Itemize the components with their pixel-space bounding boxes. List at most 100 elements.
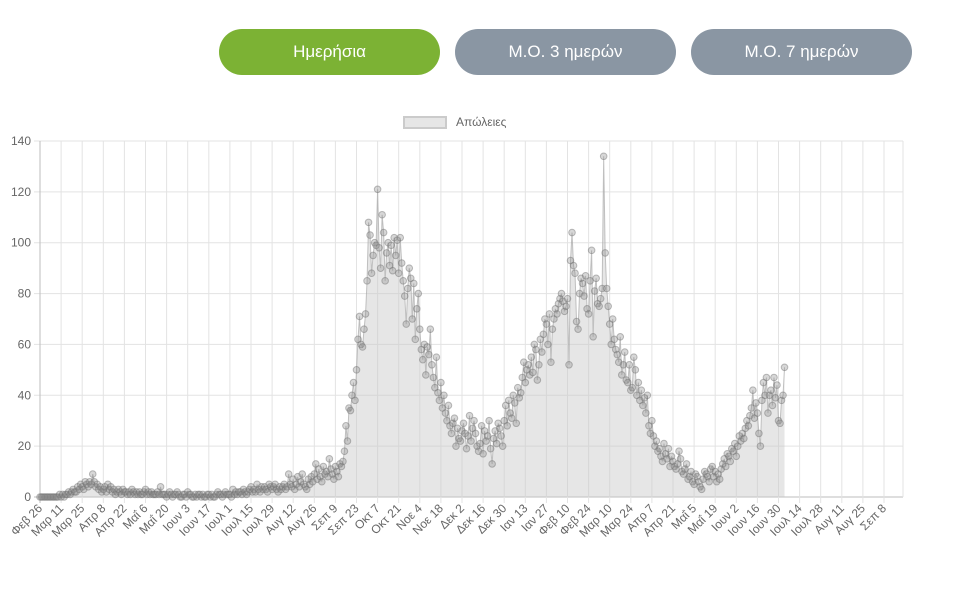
data-point[interactable] <box>729 447 738 456</box>
data-point[interactable] <box>661 449 670 458</box>
data-point[interactable] <box>658 457 667 466</box>
data-point[interactable] <box>414 289 423 298</box>
data-point[interactable] <box>76 480 85 489</box>
data-point[interactable] <box>477 422 486 430</box>
data-point[interactable] <box>557 289 566 298</box>
data-point[interactable] <box>379 228 388 237</box>
data-point[interactable] <box>370 238 379 247</box>
data-point[interactable] <box>102 488 111 496</box>
data-point[interactable] <box>768 401 777 410</box>
data-point[interactable] <box>316 472 325 481</box>
data-point[interactable] <box>131 490 139 499</box>
data-point[interactable] <box>235 488 243 496</box>
data-point[interactable] <box>681 465 689 473</box>
data-point[interactable] <box>471 429 480 438</box>
data-point[interactable] <box>376 264 385 272</box>
data-point[interactable] <box>393 236 401 244</box>
data-point[interactable] <box>417 345 426 354</box>
data-point[interactable] <box>250 485 258 494</box>
data-point[interactable] <box>676 455 685 463</box>
data-point[interactable] <box>173 488 181 496</box>
data-point[interactable] <box>135 488 144 496</box>
data-point[interactable] <box>409 279 418 288</box>
data-point[interactable] <box>201 493 210 501</box>
data-point[interactable] <box>479 449 487 458</box>
data-point[interactable] <box>434 388 442 397</box>
data-point[interactable] <box>99 485 108 494</box>
data-point[interactable] <box>643 391 652 400</box>
data-point[interactable] <box>703 472 712 481</box>
data-point[interactable] <box>532 345 540 354</box>
data-point[interactable] <box>675 447 683 456</box>
data-point[interactable] <box>503 422 512 430</box>
data-point[interactable] <box>715 475 724 484</box>
data-point[interactable] <box>651 442 659 450</box>
data-point[interactable] <box>422 371 430 379</box>
data-point[interactable] <box>779 391 787 400</box>
data-point[interactable] <box>58 490 67 499</box>
data-point[interactable] <box>158 490 166 499</box>
data-point[interactable] <box>697 485 706 494</box>
data-point[interactable] <box>81 477 90 486</box>
data-point[interactable] <box>327 465 335 473</box>
data-point[interactable] <box>161 490 169 499</box>
data-point[interactable] <box>771 394 780 402</box>
data-point[interactable] <box>290 485 299 494</box>
data-point[interactable] <box>574 325 582 333</box>
data-point[interactable] <box>550 315 558 323</box>
data-point[interactable] <box>438 404 447 412</box>
data-point[interactable] <box>266 483 275 491</box>
data-point[interactable] <box>523 366 531 374</box>
data-point[interactable] <box>657 452 665 461</box>
data-point[interactable] <box>750 414 759 422</box>
data-point[interactable] <box>527 353 536 361</box>
data-point[interactable] <box>269 483 278 491</box>
data-point[interactable] <box>708 462 716 471</box>
data-point[interactable] <box>360 325 368 333</box>
data-point[interactable] <box>732 452 741 461</box>
data-point[interactable] <box>61 490 70 499</box>
data-point[interactable] <box>450 414 459 422</box>
data-point[interactable] <box>366 231 374 239</box>
data-point[interactable] <box>416 325 424 333</box>
data-point[interactable] <box>506 409 515 417</box>
data-point[interactable] <box>159 490 168 499</box>
data-point[interactable] <box>153 488 162 496</box>
data-point[interactable] <box>649 432 658 440</box>
data-point[interactable] <box>744 422 753 430</box>
data-point[interactable] <box>313 475 322 484</box>
data-point[interactable] <box>583 305 591 313</box>
data-point[interactable] <box>224 490 233 499</box>
data-point[interactable] <box>263 488 272 496</box>
data-point[interactable] <box>137 490 145 499</box>
data-point[interactable] <box>613 350 622 359</box>
data-point[interactable] <box>183 488 192 496</box>
data-point[interactable] <box>82 480 91 489</box>
data-point[interactable] <box>162 493 171 501</box>
data-point[interactable] <box>449 419 457 428</box>
data-point[interactable] <box>331 462 340 471</box>
data-point[interactable] <box>474 447 483 456</box>
data-point[interactable] <box>209 493 218 501</box>
data-point[interactable] <box>325 455 334 463</box>
data-point[interactable] <box>51 493 59 501</box>
data-point[interactable] <box>687 467 695 476</box>
data-point[interactable] <box>123 490 132 499</box>
data-point[interactable] <box>220 490 228 499</box>
data-point[interactable] <box>230 490 239 499</box>
data-point[interactable] <box>622 376 631 384</box>
data-point[interactable] <box>318 477 326 486</box>
data-point[interactable] <box>402 320 411 328</box>
data-point[interactable] <box>696 483 704 491</box>
data-point[interactable] <box>412 305 421 313</box>
data-point[interactable] <box>233 490 242 499</box>
data-point[interactable] <box>512 419 521 428</box>
data-point[interactable] <box>79 485 88 494</box>
data-point[interactable] <box>295 483 304 491</box>
data-point[interactable] <box>284 470 293 478</box>
data-point[interactable] <box>305 480 314 489</box>
data-point[interactable] <box>406 274 415 283</box>
data-point[interactable] <box>712 477 721 486</box>
data-point[interactable] <box>761 391 769 400</box>
data-point[interactable] <box>446 422 454 430</box>
